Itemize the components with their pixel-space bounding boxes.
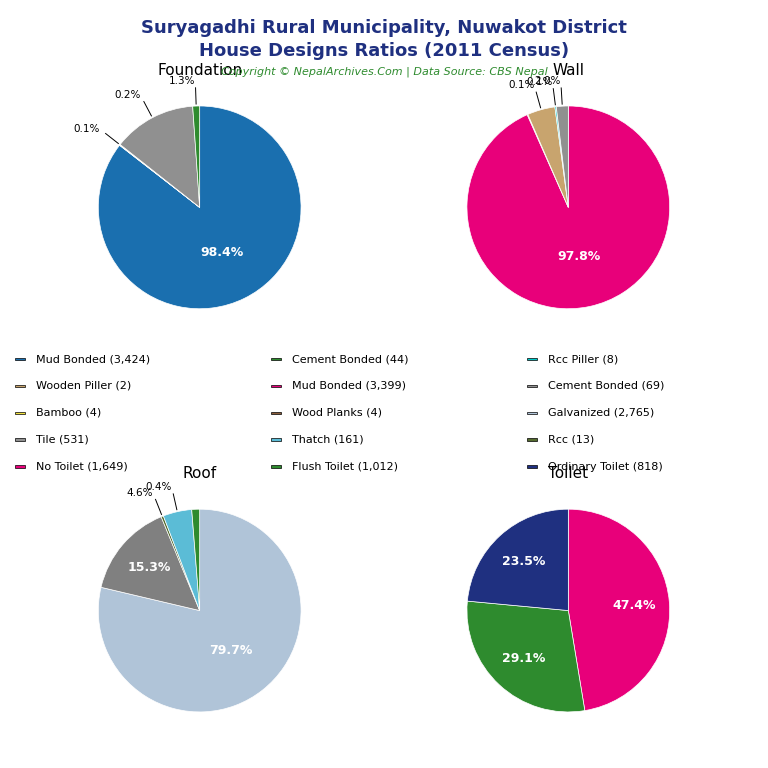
Text: 0.1%: 0.1%	[74, 124, 100, 134]
Wedge shape	[101, 517, 200, 611]
Text: Rcc (13): Rcc (13)	[548, 435, 594, 445]
Wedge shape	[528, 107, 568, 207]
Text: House Designs Ratios (2011 Census): House Designs Ratios (2011 Census)	[199, 42, 569, 60]
Text: Mud Bonded (3,399): Mud Bonded (3,399)	[293, 381, 406, 391]
Text: 0.1%: 0.1%	[508, 81, 535, 91]
Wedge shape	[468, 509, 568, 611]
Bar	[15, 385, 25, 387]
Title: Wall: Wall	[552, 63, 584, 78]
Bar	[271, 412, 281, 414]
Text: 0.2%: 0.2%	[114, 91, 141, 101]
Text: Cement Bonded (69): Cement Bonded (69)	[548, 381, 665, 391]
Text: 0.4%: 0.4%	[145, 482, 172, 492]
Bar	[15, 465, 25, 468]
Text: Tile (531): Tile (531)	[37, 435, 89, 445]
Text: 79.7%: 79.7%	[210, 644, 253, 657]
Title: Foundation: Foundation	[157, 63, 243, 78]
Wedge shape	[527, 114, 568, 207]
Bar	[271, 439, 281, 441]
Wedge shape	[192, 509, 200, 611]
Wedge shape	[193, 106, 200, 207]
Text: Thatch (161): Thatch (161)	[293, 435, 364, 445]
Wedge shape	[98, 106, 301, 309]
Wedge shape	[556, 106, 568, 207]
Text: 29.1%: 29.1%	[502, 652, 545, 665]
Bar	[528, 439, 537, 441]
Wedge shape	[161, 516, 200, 611]
Bar	[528, 465, 537, 468]
Wedge shape	[120, 106, 200, 207]
Text: 47.4%: 47.4%	[612, 599, 656, 611]
Text: No Toilet (1,649): No Toilet (1,649)	[37, 462, 128, 472]
Text: Copyright © NepalArchives.Com | Data Source: CBS Nepal: Copyright © NepalArchives.Com | Data Sou…	[220, 67, 548, 78]
Text: 97.8%: 97.8%	[558, 250, 601, 263]
Text: Wooden Piller (2): Wooden Piller (2)	[37, 381, 132, 391]
Bar	[528, 412, 537, 414]
Text: Ordinary Toilet (818): Ordinary Toilet (818)	[548, 462, 664, 472]
Title: Toilet: Toilet	[548, 466, 588, 482]
Text: 4.6%: 4.6%	[127, 488, 153, 498]
Bar	[528, 358, 537, 360]
Text: 23.5%: 23.5%	[502, 555, 545, 568]
Bar	[271, 358, 281, 360]
Wedge shape	[568, 509, 670, 710]
Bar	[271, 465, 281, 468]
Text: Suryagadhi Rural Municipality, Nuwakot District: Suryagadhi Rural Municipality, Nuwakot D…	[141, 19, 627, 37]
Bar	[15, 439, 25, 441]
Text: Wood Planks (4): Wood Planks (4)	[293, 408, 382, 418]
Text: Bamboo (4): Bamboo (4)	[37, 408, 101, 418]
Text: 0.1%: 0.1%	[526, 77, 552, 87]
Text: Mud Bonded (3,424): Mud Bonded (3,424)	[37, 354, 151, 364]
Text: Cement Bonded (44): Cement Bonded (44)	[293, 354, 409, 364]
Bar	[528, 385, 537, 387]
Bar	[271, 385, 281, 387]
Wedge shape	[555, 107, 568, 207]
Bar	[15, 412, 25, 414]
Text: 1.3%: 1.3%	[169, 76, 195, 86]
Wedge shape	[164, 509, 200, 611]
Wedge shape	[467, 601, 584, 712]
Text: 98.4%: 98.4%	[200, 247, 243, 260]
Text: Galvanized (2,765): Galvanized (2,765)	[548, 408, 655, 418]
Wedge shape	[98, 509, 301, 712]
Text: 2.0%: 2.0%	[535, 76, 561, 86]
Text: Rcc Piller (8): Rcc Piller (8)	[548, 354, 619, 364]
Wedge shape	[467, 106, 670, 309]
Text: Flush Toilet (1,012): Flush Toilet (1,012)	[293, 462, 399, 472]
Title: Roof: Roof	[183, 466, 217, 482]
Wedge shape	[120, 144, 200, 207]
Text: 15.3%: 15.3%	[127, 561, 171, 574]
Wedge shape	[120, 145, 200, 207]
Bar	[15, 358, 25, 360]
